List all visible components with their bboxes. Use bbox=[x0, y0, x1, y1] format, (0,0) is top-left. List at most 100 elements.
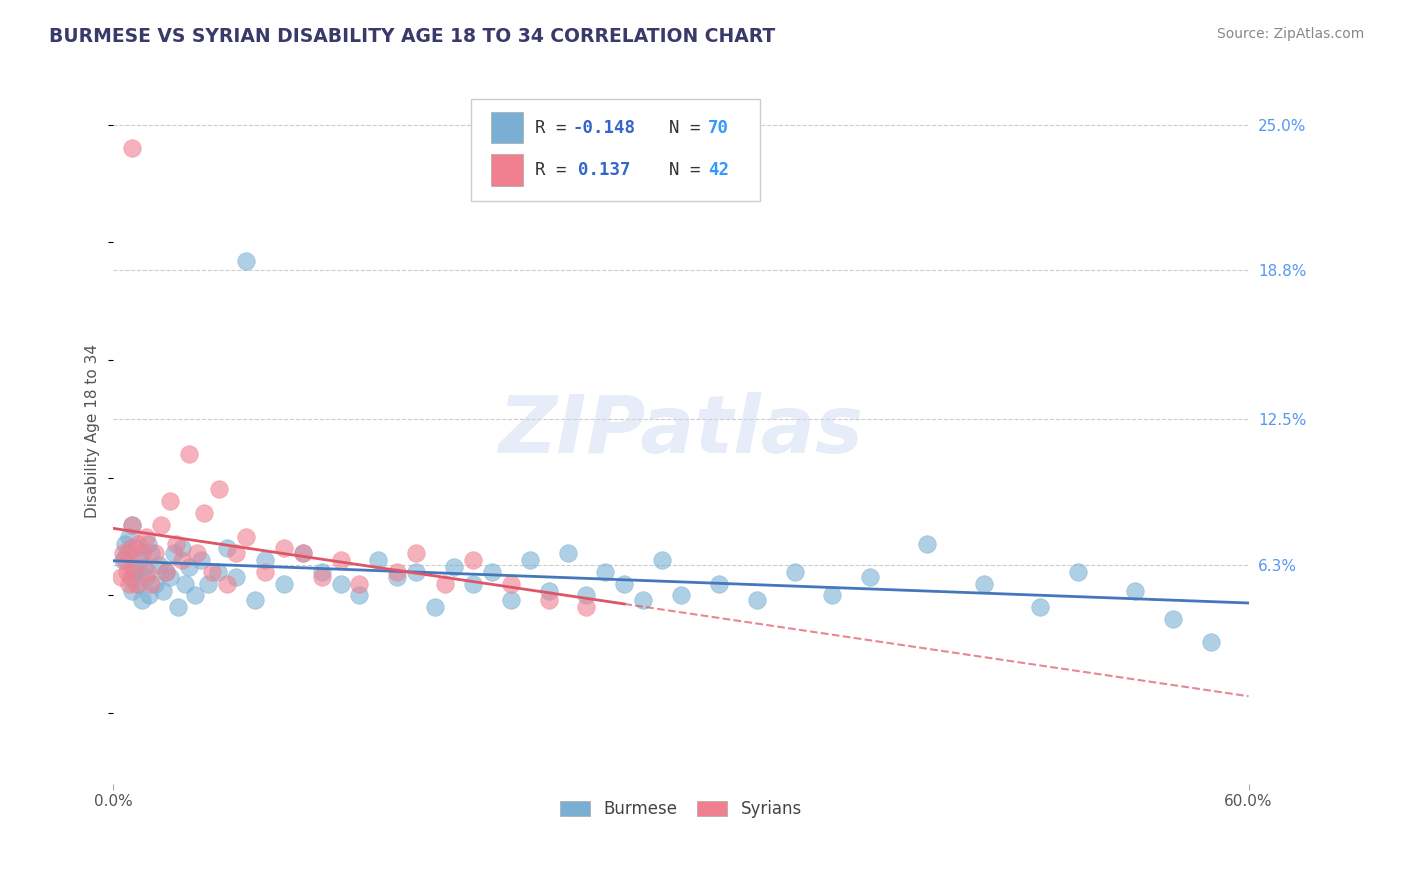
Point bbox=[155, 565, 177, 579]
Point bbox=[148, 558, 170, 572]
Point bbox=[783, 565, 806, 579]
Point bbox=[121, 517, 143, 532]
Point bbox=[225, 546, 247, 560]
Point bbox=[461, 553, 484, 567]
FancyBboxPatch shape bbox=[471, 99, 761, 201]
Point bbox=[197, 576, 219, 591]
Point bbox=[129, 553, 152, 567]
Point bbox=[1029, 600, 1052, 615]
Point bbox=[253, 565, 276, 579]
Point bbox=[291, 546, 314, 560]
Point bbox=[235, 254, 257, 268]
Point bbox=[114, 536, 136, 550]
Point bbox=[121, 517, 143, 532]
Point bbox=[193, 506, 215, 520]
Point bbox=[1199, 635, 1222, 649]
Point bbox=[387, 569, 409, 583]
Point bbox=[329, 576, 352, 591]
Text: -0.148: -0.148 bbox=[572, 119, 636, 136]
Point bbox=[124, 565, 146, 579]
Point bbox=[111, 553, 134, 567]
Point bbox=[136, 565, 159, 579]
Point bbox=[423, 600, 446, 615]
Point bbox=[387, 565, 409, 579]
Point bbox=[1161, 612, 1184, 626]
Point bbox=[110, 569, 132, 583]
Point bbox=[166, 600, 188, 615]
Point bbox=[519, 553, 541, 567]
Point bbox=[557, 546, 579, 560]
Point bbox=[537, 593, 560, 607]
Point bbox=[165, 536, 187, 550]
Point bbox=[170, 541, 193, 556]
Point bbox=[125, 541, 148, 556]
Point bbox=[329, 553, 352, 567]
Point bbox=[117, 529, 139, 543]
Point bbox=[651, 553, 673, 567]
Point bbox=[745, 593, 768, 607]
Y-axis label: Disability Age 18 to 34: Disability Age 18 to 34 bbox=[86, 343, 100, 517]
Point bbox=[120, 541, 142, 556]
Point bbox=[124, 560, 146, 574]
Text: 42: 42 bbox=[709, 161, 730, 179]
Point bbox=[179, 560, 201, 574]
Point bbox=[149, 517, 172, 532]
Point bbox=[159, 494, 181, 508]
Point bbox=[481, 565, 503, 579]
Point bbox=[135, 569, 157, 583]
Point bbox=[595, 565, 617, 579]
Point bbox=[114, 553, 136, 567]
Point bbox=[141, 546, 163, 560]
Point bbox=[136, 536, 159, 550]
Text: Source: ZipAtlas.com: Source: ZipAtlas.com bbox=[1216, 27, 1364, 41]
Point bbox=[125, 576, 148, 591]
Point bbox=[127, 576, 149, 591]
Point bbox=[669, 588, 692, 602]
Point bbox=[131, 593, 153, 607]
Point bbox=[1067, 565, 1090, 579]
Point bbox=[235, 529, 257, 543]
Text: ZIPatlas: ZIPatlas bbox=[499, 392, 863, 469]
Point bbox=[186, 546, 208, 560]
Point bbox=[537, 583, 560, 598]
Point bbox=[1123, 583, 1146, 598]
Point bbox=[131, 546, 153, 560]
Point bbox=[499, 576, 522, 591]
Bar bbox=[492, 154, 523, 186]
Point bbox=[707, 576, 730, 591]
Point bbox=[973, 576, 995, 591]
Bar bbox=[492, 112, 523, 143]
Point bbox=[405, 565, 427, 579]
Point bbox=[273, 576, 295, 591]
Point bbox=[575, 588, 598, 602]
Point bbox=[613, 576, 636, 591]
Point bbox=[190, 553, 212, 567]
Point bbox=[179, 447, 201, 461]
Text: 0.137: 0.137 bbox=[578, 161, 630, 179]
Point bbox=[349, 576, 371, 591]
Point bbox=[121, 141, 143, 155]
Point bbox=[184, 588, 207, 602]
Point bbox=[208, 483, 231, 497]
Point bbox=[915, 536, 938, 550]
Point bbox=[163, 546, 186, 560]
Point bbox=[253, 553, 276, 567]
Legend: Burmese, Syrians: Burmese, Syrians bbox=[554, 794, 808, 825]
Point bbox=[117, 576, 139, 591]
Point bbox=[120, 569, 142, 583]
Point bbox=[152, 583, 174, 598]
Point bbox=[215, 541, 238, 556]
Point bbox=[121, 583, 143, 598]
Point bbox=[443, 560, 465, 574]
Point bbox=[291, 546, 314, 560]
Point bbox=[159, 569, 181, 583]
Point bbox=[433, 576, 456, 591]
Point bbox=[127, 536, 149, 550]
Point bbox=[115, 565, 138, 579]
Point bbox=[174, 576, 197, 591]
Text: N =: N = bbox=[648, 119, 711, 136]
Point bbox=[225, 569, 247, 583]
Point bbox=[115, 546, 138, 560]
Text: 70: 70 bbox=[709, 119, 730, 136]
Point bbox=[349, 588, 371, 602]
